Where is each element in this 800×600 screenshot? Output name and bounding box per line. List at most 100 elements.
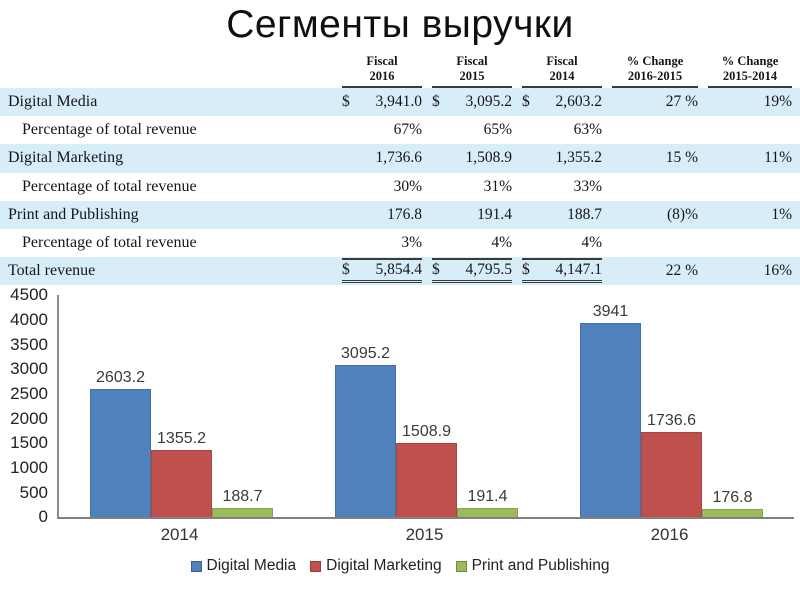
bar-value-label: 3941 bbox=[592, 302, 629, 320]
column-header: % Change 2015-2014 bbox=[708, 54, 792, 88]
table-cell: 3% bbox=[401, 234, 422, 252]
table-cell: 1,736.6 bbox=[375, 149, 423, 167]
bar-value-label: 1508.9 bbox=[402, 422, 451, 440]
y-tick-label: 1000 bbox=[10, 457, 48, 477]
table-cell: $4,795.5 bbox=[432, 258, 512, 284]
bar-group: 3941 1736.6 176.8 bbox=[549, 295, 794, 518]
column-header: Fiscal 2014 bbox=[522, 54, 602, 88]
table-cell bbox=[708, 229, 792, 257]
table-body: Digital Media $3,941.0 $3,095.2 $2,603.2 27 … bbox=[0, 88, 800, 286]
table-cell: 30% bbox=[393, 177, 422, 195]
table-cell: 188.7 bbox=[567, 205, 602, 223]
column-header: Fiscal 2015 bbox=[432, 54, 512, 88]
table-cell bbox=[612, 116, 698, 144]
bar-value-label: 1736.6 bbox=[647, 411, 696, 429]
y-tick-label: 4500 bbox=[10, 285, 48, 305]
bar-value-label: 188.7 bbox=[222, 488, 263, 506]
table-cell: 11% bbox=[764, 149, 792, 167]
table-cell: 33% bbox=[573, 177, 602, 195]
row-label: Print and Publishing bbox=[8, 205, 139, 223]
table-cell bbox=[708, 116, 792, 144]
bar-digital-marketing: 1355.2 bbox=[151, 430, 212, 518]
table-cell: 1,355.2 bbox=[555, 149, 603, 167]
table-cell: $2,603.2 bbox=[522, 93, 602, 111]
legend-item: Digital Marketing bbox=[310, 557, 442, 575]
legend-item: Digital Media bbox=[190, 557, 297, 575]
table-cell: 1,508.9 bbox=[465, 149, 513, 167]
y-tick-label: 3500 bbox=[10, 334, 48, 354]
y-tick-label: 2500 bbox=[10, 383, 48, 403]
table-row: Percentage of total revenue 67% 65% 63% bbox=[0, 116, 800, 144]
table-row: Percentage of total revenue 30% 31% 33% bbox=[0, 173, 800, 201]
bar-value-label: 191.4 bbox=[467, 487, 508, 505]
bar-value-label: 2603.2 bbox=[96, 368, 145, 386]
column-header: % Change 2016-2015 bbox=[612, 54, 698, 88]
plot-area: 2603.2 1355.2 188.7 3095.2 1508.9 191.4 3941 17… bbox=[57, 295, 794, 520]
table-cell: 191.4 bbox=[477, 205, 512, 223]
table-cell: (8)% bbox=[667, 205, 698, 223]
bar-digital-marketing: 1736.6 bbox=[641, 412, 702, 518]
row-label: Percentage of total revenue bbox=[22, 177, 197, 195]
table-cell: 4% bbox=[581, 234, 602, 252]
legend-label: Digital Marketing bbox=[326, 557, 442, 575]
row-label: Total revenue bbox=[8, 262, 96, 280]
y-tick-label: 500 bbox=[19, 482, 48, 502]
legend-swatch-icon bbox=[455, 560, 467, 572]
page-title: Сегменты выручки bbox=[226, 3, 574, 46]
table-cell bbox=[612, 229, 698, 257]
row-label: Percentage of total revenue bbox=[22, 234, 197, 252]
bar-value-label: 1355.2 bbox=[157, 430, 206, 448]
bar-value-label: 176.8 bbox=[712, 488, 753, 506]
table-header-row: Fiscal 2016 Fiscal 2015 Fiscal 2014 % Change 20… bbox=[0, 48, 800, 88]
chart-legend: Digital Media Digital Marketing Print and … bbox=[0, 557, 800, 575]
table-cell: 1% bbox=[771, 205, 792, 223]
table-cell: 27 % bbox=[665, 93, 698, 111]
table-cell bbox=[612, 173, 698, 201]
table-cell: 63% bbox=[573, 121, 602, 139]
bar-print-and-publishing: 188.7 bbox=[212, 488, 273, 518]
revenue-segments-table: Fiscal 2016 Fiscal 2015 Fiscal 2014 % Change 20… bbox=[0, 48, 800, 286]
table-row: Digital Marketing 1,736.6 1,508.9 1,355.2 15… bbox=[0, 144, 800, 173]
bar-digital-media: 2603.2 bbox=[90, 369, 151, 518]
table-cell: 19% bbox=[763, 93, 792, 111]
table-cell: $3,941.0 bbox=[342, 93, 422, 111]
table-cell: 15 % bbox=[665, 149, 698, 167]
table-cell: 22 % bbox=[665, 262, 698, 280]
table-cell: 16% bbox=[763, 262, 792, 280]
y-tick-label: 3000 bbox=[10, 359, 48, 379]
bar-digital-media: 3941 bbox=[580, 303, 641, 518]
revenue-bar-chart: 0 500 1000 1500 2000 2500 3000 3500 4000 4500 260… bbox=[0, 285, 800, 599]
bar-value-label: 3095.2 bbox=[341, 344, 390, 362]
legend-label: Digital Media bbox=[206, 557, 297, 575]
legend-label: Print and Publishing bbox=[471, 557, 610, 575]
table-row: Digital Media $3,941.0 $3,095.2 $2,603.2 27 … bbox=[0, 88, 800, 117]
table-cell: 4% bbox=[491, 234, 512, 252]
row-label: Percentage of total revenue bbox=[22, 121, 197, 139]
y-tick-label: 0 bbox=[38, 507, 48, 527]
table-cell: 176.8 bbox=[387, 205, 422, 223]
legend-item: Print and Publishing bbox=[455, 557, 610, 575]
x-axis-label: 2015 bbox=[405, 525, 444, 545]
y-tick-label: 2000 bbox=[10, 408, 48, 428]
bar-digital-media: 3095.2 bbox=[335, 345, 396, 518]
x-axis-label: 2014 bbox=[160, 525, 199, 545]
table-cell: $5,854.4 bbox=[342, 258, 422, 284]
bar-print-and-publishing: 191.4 bbox=[457, 488, 518, 518]
x-axis-label: 2016 bbox=[650, 525, 689, 545]
bar-print-and-publishing: 176.8 bbox=[702, 489, 763, 518]
y-tick-label: 1500 bbox=[10, 433, 48, 453]
row-label: Digital Marketing bbox=[8, 149, 124, 167]
legend-swatch-icon bbox=[310, 560, 322, 572]
table-cell: $4,147.1 bbox=[522, 258, 602, 284]
table-cell: 31% bbox=[483, 177, 512, 195]
bar-digital-marketing: 1508.9 bbox=[396, 423, 457, 518]
table-row: Total revenue $5,854.4 $4,795.5 $4,147.1 22 … bbox=[0, 257, 800, 286]
bar-group: 3095.2 1508.9 191.4 bbox=[304, 295, 549, 518]
table-cell: 65% bbox=[483, 121, 512, 139]
table-cell: $3,095.2 bbox=[432, 93, 512, 111]
bar-group: 2603.2 1355.2 188.7 bbox=[59, 295, 304, 518]
table-cell: 67% bbox=[393, 121, 422, 139]
y-tick-label: 4000 bbox=[10, 309, 48, 329]
legend-swatch-icon bbox=[190, 560, 202, 572]
